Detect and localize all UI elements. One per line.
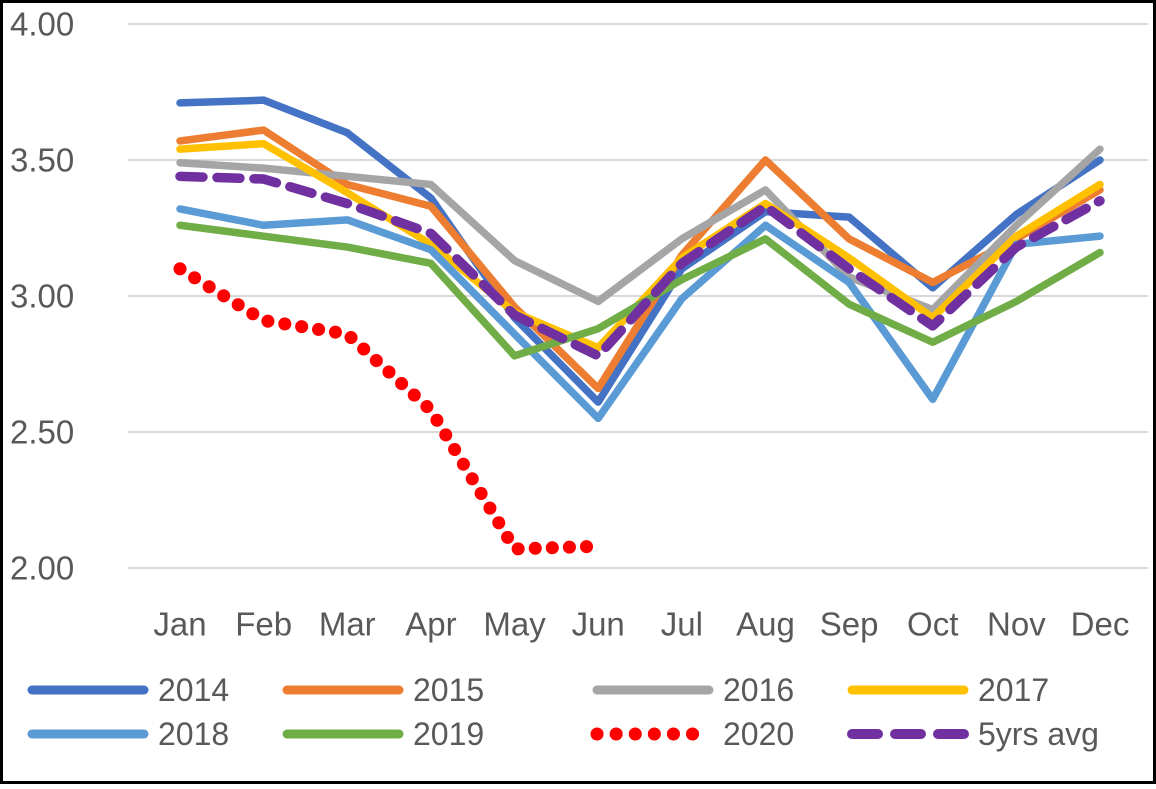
series-line-2018 [176,205,1104,423]
legend-label-2019: 2019 [413,716,484,752]
legend-item-2017: 2017 [847,672,1049,708]
y-axis-tick-label: 4.00 [10,6,74,43]
legend-label-2016: 2016 [723,672,794,708]
x-axis-month-label: Apr [405,606,456,643]
x-axis-month-label: Feb [235,606,292,643]
legend-label-2020: 2020 [723,716,794,752]
x-axis-month-label: Mar [319,606,376,643]
legend-item-5yrs-avg: 5yrs avg [847,716,1099,752]
legend-label-5yrs-avg: 5yrs avg [978,716,1099,752]
legend-item-2015: 2015 [282,672,484,708]
y-axis-tick-label: 3.00 [10,278,74,315]
x-axis-month-label: Jun [572,606,625,643]
x-axis-month-label: Aug [736,606,795,643]
x-axis-month-label: Dec [1071,606,1130,643]
series-line-2016 [176,145,1104,314]
legend-item-2016: 2016 [592,672,794,708]
legend-label-2017: 2017 [978,672,1049,708]
legend-label-2015: 2015 [413,672,484,708]
x-axis-month-label: Jan [153,606,206,643]
legend-label-2018: 2018 [158,716,229,752]
y-axis-tick-label: 2.00 [10,550,74,587]
legend-item-2014: 2014 [27,672,229,708]
series-line-2020 [173,262,605,556]
legend-item-2018: 2018 [27,716,229,752]
legend-label-2014: 2014 [158,672,229,708]
legend-item-2020: 2020 [590,716,794,752]
x-axis-month-label: May [483,606,546,643]
x-axis-month-label: Jul [661,606,703,643]
y-axis-tick-label: 3.50 [10,142,74,179]
x-axis-month-label: Nov [987,606,1046,643]
series-line-5yrs-avg [175,171,1105,361]
y-axis-tick-label: 2.50 [10,414,74,451]
x-axis-month-label: Oct [907,606,958,643]
x-axis-month-label: Sep [820,606,879,643]
legend-item-2019: 2019 [282,716,484,752]
